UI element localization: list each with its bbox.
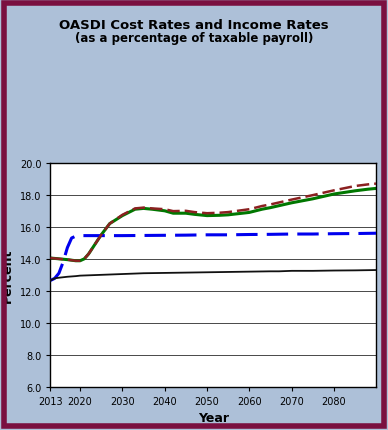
Text: (as a percentage of taxable payroll): (as a percentage of taxable payroll) — [75, 32, 313, 45]
Y-axis label: Percent: Percent — [1, 248, 14, 302]
X-axis label: Year: Year — [198, 412, 229, 424]
Text: OASDI Cost Rates and Income Rates: OASDI Cost Rates and Income Rates — [59, 19, 329, 32]
